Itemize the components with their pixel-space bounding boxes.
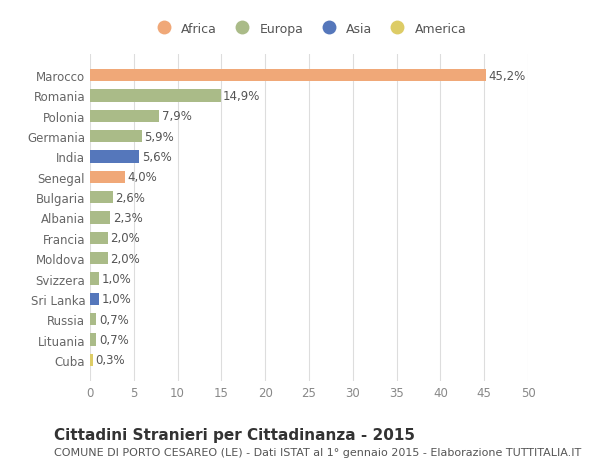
Text: 2,3%: 2,3% xyxy=(113,212,143,224)
Text: 7,9%: 7,9% xyxy=(162,110,192,123)
Text: 2,6%: 2,6% xyxy=(115,191,145,204)
Text: 5,6%: 5,6% xyxy=(142,151,172,164)
Bar xyxy=(90,273,99,285)
Text: 0,7%: 0,7% xyxy=(99,333,128,346)
Text: 1,0%: 1,0% xyxy=(101,272,131,285)
Text: 2,0%: 2,0% xyxy=(110,252,140,265)
Bar xyxy=(90,111,159,123)
Text: 4,0%: 4,0% xyxy=(128,171,157,184)
Text: Cittadini Stranieri per Cittadinanza - 2015: Cittadini Stranieri per Cittadinanza - 2… xyxy=(54,427,415,442)
Bar xyxy=(90,151,139,163)
Bar xyxy=(90,354,92,366)
Text: 0,7%: 0,7% xyxy=(99,313,128,326)
Bar xyxy=(90,313,96,325)
Bar xyxy=(90,293,99,305)
Text: COMUNE DI PORTO CESAREO (LE) - Dati ISTAT al 1° gennaio 2015 - Elaborazione TUTT: COMUNE DI PORTO CESAREO (LE) - Dati ISTA… xyxy=(54,448,581,458)
Bar xyxy=(90,334,96,346)
Text: 5,9%: 5,9% xyxy=(145,130,174,143)
Text: 1,0%: 1,0% xyxy=(101,293,131,306)
Bar xyxy=(90,192,113,204)
Legend: Africa, Europa, Asia, America: Africa, Europa, Asia, America xyxy=(148,19,470,39)
Bar xyxy=(90,252,107,265)
Bar xyxy=(90,70,486,82)
Text: 45,2%: 45,2% xyxy=(488,69,526,83)
Bar xyxy=(90,90,221,102)
Bar xyxy=(90,232,107,244)
Bar xyxy=(90,212,110,224)
Text: 2,0%: 2,0% xyxy=(110,232,140,245)
Text: 14,9%: 14,9% xyxy=(223,90,260,103)
Bar xyxy=(90,171,125,184)
Text: 0,3%: 0,3% xyxy=(95,353,125,367)
Bar xyxy=(90,131,142,143)
